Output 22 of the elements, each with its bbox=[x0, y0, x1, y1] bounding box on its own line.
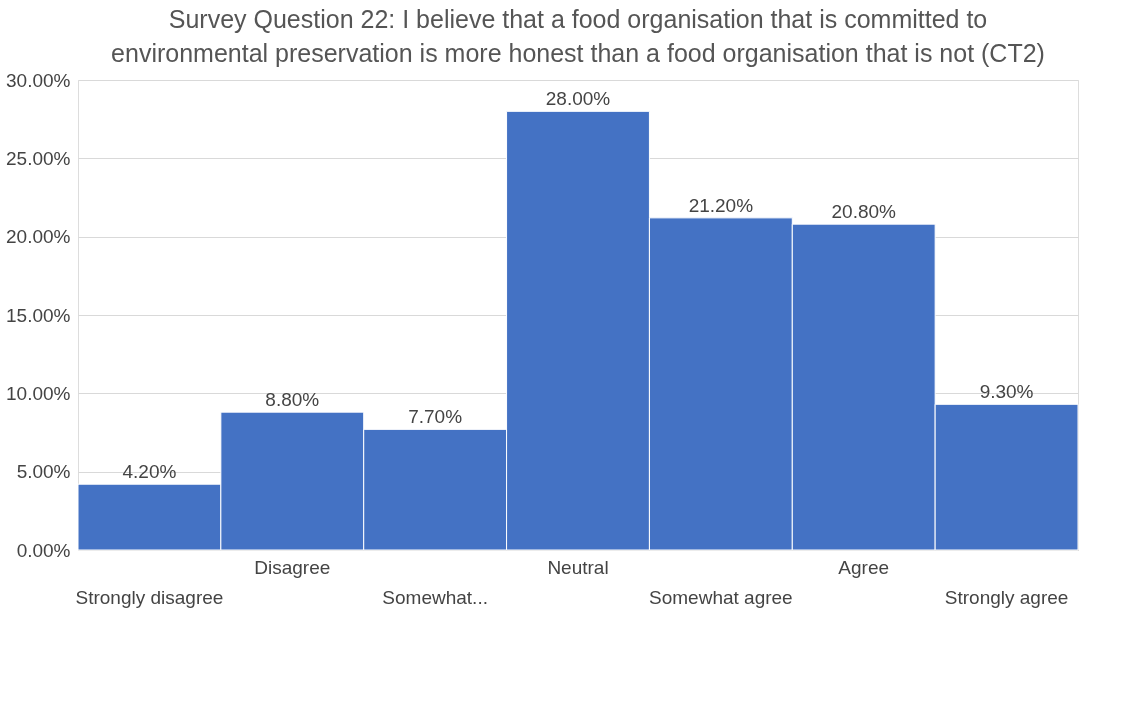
data-label: 20.80% bbox=[831, 201, 897, 223]
y-tick-label: 5.00% bbox=[16, 461, 71, 483]
data-label: 7.70% bbox=[408, 406, 463, 428]
y-tick-label: 30.00% bbox=[6, 69, 71, 91]
x-tick-label: Strongly disagree bbox=[75, 586, 224, 608]
data-label: 28.00% bbox=[545, 88, 611, 110]
x-tick-label: Somewhat... bbox=[382, 586, 488, 608]
x-tick-label: Disagree bbox=[254, 556, 331, 578]
data-label: 8.80% bbox=[265, 389, 320, 411]
x-tick-label: Neutral bbox=[547, 556, 609, 578]
y-tick-label: 15.00% bbox=[6, 304, 71, 326]
y-tick-label: 20.00% bbox=[6, 226, 71, 248]
data-label: 4.20% bbox=[122, 461, 177, 483]
data-label: 21.20% bbox=[688, 194, 754, 216]
x-tick-label: Strongly agree bbox=[944, 586, 1069, 608]
data-label: 9.30% bbox=[979, 381, 1034, 403]
chart-title: Survey Question 22: I believe that a food organisation that is committed to environmental preservation is more honest than a food organisation that is not (CT2) bbox=[111, 5, 1045, 67]
y-tick-label: 0.00% bbox=[16, 539, 71, 561]
y-tick-label: 25.00% bbox=[6, 147, 71, 169]
x-tick-label: Agree bbox=[838, 556, 890, 578]
x-tick-label: Somewhat agree bbox=[649, 586, 793, 608]
y-tick-label: 10.00% bbox=[6, 382, 71, 404]
